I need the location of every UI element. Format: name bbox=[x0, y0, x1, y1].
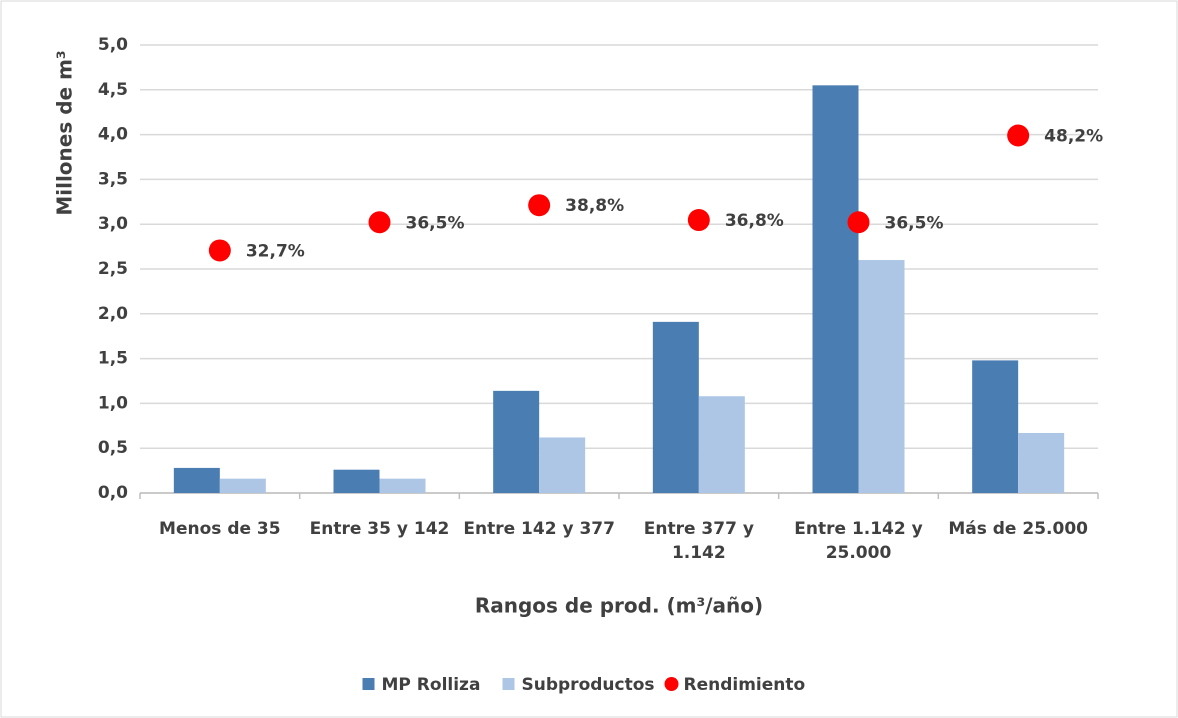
bar bbox=[858, 260, 905, 493]
bar bbox=[219, 478, 266, 493]
bar bbox=[379, 478, 426, 493]
data-label: 36,5% bbox=[406, 213, 465, 233]
bar bbox=[333, 469, 380, 493]
x-tick-label: Entre 142 y 377 bbox=[463, 519, 615, 539]
y-tick-label: 1,5 bbox=[98, 349, 128, 369]
x-tick-label: Menos de 35 bbox=[159, 519, 281, 539]
y-tick-label: 3,0 bbox=[98, 214, 128, 234]
bar bbox=[539, 437, 586, 493]
legend-label: Subproductos bbox=[522, 675, 655, 695]
bar bbox=[972, 360, 1019, 493]
legend-label: MP Rolliza bbox=[382, 675, 481, 695]
point bbox=[847, 211, 870, 234]
y-tick-label: 0,0 bbox=[98, 483, 128, 503]
point bbox=[528, 194, 551, 217]
data-label: 32,7% bbox=[246, 241, 305, 261]
legend-swatch bbox=[362, 678, 375, 690]
bar bbox=[652, 321, 699, 493]
x-tick-label: Entre 377 y 1.142 bbox=[643, 519, 754, 563]
data-label: 36,8% bbox=[725, 211, 784, 231]
bar bbox=[1018, 432, 1065, 493]
y-tick-label: 3,5 bbox=[98, 169, 128, 189]
data-label: 38,8% bbox=[565, 196, 624, 216]
y-tick-label: 2,0 bbox=[98, 304, 128, 324]
x-axis-title: Rangos de prod. (m³/año) bbox=[475, 594, 763, 618]
bar bbox=[493, 390, 540, 493]
legend-swatch bbox=[664, 677, 679, 691]
point bbox=[687, 209, 710, 232]
bar bbox=[173, 467, 220, 493]
point bbox=[368, 211, 391, 234]
x-tick-label: Entre 1.142 y 25.000 bbox=[794, 519, 923, 563]
x-tick-label: Más de 25.000 bbox=[948, 519, 1088, 539]
bar bbox=[698, 396, 745, 493]
y-axis-title: Millones de m³ bbox=[53, 50, 77, 215]
y-tick-label: 0,5 bbox=[98, 438, 128, 458]
data-label: 36,5% bbox=[885, 213, 944, 233]
legend-label: Rendimiento bbox=[684, 675, 806, 695]
y-tick-label: 1,0 bbox=[98, 393, 128, 413]
point bbox=[1007, 124, 1030, 147]
bar bbox=[812, 85, 859, 493]
y-tick-label: 4,5 bbox=[98, 80, 128, 100]
y-tick-label: 5,0 bbox=[98, 35, 128, 55]
point bbox=[208, 239, 231, 262]
legend-swatch bbox=[502, 678, 515, 690]
data-label: 48,2% bbox=[1044, 126, 1103, 146]
y-tick-label: 4,0 bbox=[98, 125, 128, 145]
y-tick-label: 2,5 bbox=[98, 259, 128, 279]
x-tick-label: Entre 35 y 142 bbox=[309, 519, 450, 539]
